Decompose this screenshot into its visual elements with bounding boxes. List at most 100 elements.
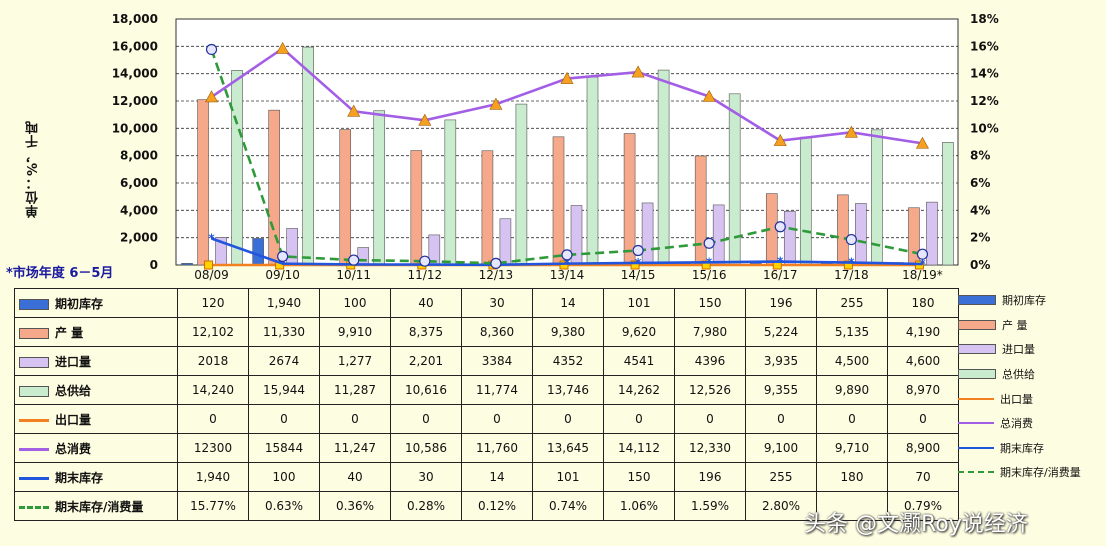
point-s7: * <box>564 257 571 271</box>
right-tick-label: 4% <box>970 203 990 217</box>
bar-s1 <box>181 263 193 266</box>
bar-s4 <box>515 103 528 266</box>
left-tick-label: 6,000 <box>120 176 158 190</box>
table-cell: 14,240 <box>177 375 249 405</box>
point-s5 <box>843 260 853 270</box>
table-cell: 0 <box>461 404 533 434</box>
point-s6 <box>489 97 503 110</box>
x-axis-label: *市场年度 6－5月 <box>6 266 114 281</box>
table-row-s5: 出口量 0 0 0 0 0 0 0 0 0 0 0 <box>14 404 959 434</box>
bar-s2 <box>623 133 636 266</box>
table-cell: 4396 <box>674 346 746 376</box>
table-cell: 100 <box>248 462 320 492</box>
table-cell: 13,645 <box>532 433 604 463</box>
x-tick-label: 08/09 <box>194 268 229 282</box>
point-s5 <box>204 260 214 270</box>
table-cell: 0 <box>319 404 391 434</box>
legend-swatch-s3 <box>958 344 996 355</box>
swatch-s8 <box>19 505 49 509</box>
legend-label: 出口量 <box>1000 392 1033 406</box>
row-label: 总供给 <box>14 375 178 405</box>
table-cell: 13,746 <box>532 375 604 405</box>
table-row-s4: 总供给 14,240 15,944 11,287 10,616 11,774 13,746 1… <box>14 375 959 405</box>
table-cell: 0.74% <box>532 491 604 521</box>
row-label-text: 出口量 <box>55 412 92 427</box>
table-cell: 15.77% <box>177 491 249 521</box>
table-row-s6: 总消费 12300 15844 11,247 10,586 11,760 13,645 14,… <box>14 433 959 463</box>
x-tick-label: 10/11 <box>336 268 371 282</box>
table-cell: 180 <box>816 462 888 492</box>
table-cell: 9,710 <box>816 433 888 463</box>
table-cell: 3384 <box>461 346 533 376</box>
point-s8 <box>277 250 289 262</box>
x-tick-label: 16/17 <box>763 268 798 282</box>
table-cell: 0 <box>603 404 675 434</box>
point-s6 <box>418 113 432 126</box>
table-cell: 2018 <box>177 346 249 376</box>
point-s7: * <box>919 257 926 271</box>
table-row-s3: 进口量 2018 2674 1,277 2,201 3384 4352 4541 4396 3,9… <box>14 346 959 376</box>
table-cell: 0 <box>816 404 888 434</box>
bar-s4 <box>302 46 314 266</box>
point-s8 <box>348 254 360 266</box>
table-cell: 4,190 <box>887 317 959 347</box>
row-label-text: 期初库存 <box>55 296 104 311</box>
legend-item-s6: 总消费 <box>958 411 1098 436</box>
watermark: 头条 @文灏Roy说经济 <box>804 512 1028 537</box>
table-cell: 150 <box>674 288 746 318</box>
point-s8 <box>632 244 644 257</box>
bar-s4 <box>657 69 670 266</box>
legend-swatch-s6 <box>958 422 994 425</box>
table-cell: 4541 <box>603 346 675 376</box>
bar-s4 <box>231 70 243 266</box>
row-label-text: 产 量 <box>55 325 84 340</box>
bar-s2 <box>481 150 494 266</box>
table-cell: 11,247 <box>319 433 391 463</box>
swatch-s4 <box>19 385 49 397</box>
point-s7: * <box>208 231 215 245</box>
x-tick-label: 18/19* <box>902 268 943 282</box>
table-cell: 12,102 <box>177 317 249 347</box>
point-s8 <box>774 221 786 233</box>
table-cell: 0 <box>248 404 320 434</box>
right-tick-label: 0% <box>970 258 990 272</box>
legend-label: 产 量 <box>1002 318 1028 332</box>
point-s6 <box>276 41 290 54</box>
table-cell: 4,600 <box>887 346 959 376</box>
x-tick-label: 09/10 <box>265 268 300 282</box>
bar-s2 <box>694 155 707 266</box>
legend-swatch-s5 <box>958 397 994 400</box>
swatch-s1 <box>19 298 49 310</box>
row-label-text: 总消费 <box>55 441 92 456</box>
bar-s4 <box>942 142 954 266</box>
legend-label: 期初库存 <box>1002 294 1046 308</box>
table-cell: 180 <box>887 288 959 318</box>
table-cell: 8,900 <box>887 433 959 463</box>
point-s7: * <box>706 255 713 269</box>
legend-swatch-s1 <box>958 295 996 306</box>
table-cell: 0 <box>745 404 817 434</box>
table-cell: 100 <box>319 288 391 318</box>
row-label: 产 量 <box>14 317 178 347</box>
table-cell: 9,890 <box>816 375 888 405</box>
table-cell: 14,112 <box>603 433 675 463</box>
table-cell: 10,616 <box>390 375 462 405</box>
left-tick-label: 4,000 <box>120 203 158 217</box>
legend-label: 总消费 <box>1000 417 1033 431</box>
row-label: 出口量 <box>14 404 178 434</box>
table-row-s7: 期末库存 1,940 100 40 30 14 101 150 196 255 180 70 <box>14 462 959 492</box>
x-tick-label: 15/16 <box>692 268 727 282</box>
point-s6 <box>702 89 716 102</box>
row-label: 总消费 <box>14 433 178 463</box>
point-s8 <box>419 255 431 267</box>
bar-s2 <box>410 150 423 266</box>
left-tick-label: 0 <box>150 258 158 272</box>
table-cell: 0 <box>532 404 604 434</box>
x-tick-label: 13/14 <box>550 268 585 282</box>
point-s7: * <box>848 256 855 270</box>
bar-s4 <box>373 110 386 266</box>
y-axis-label: 单位：%，千吨 <box>26 120 41 219</box>
left-tick-label: 10,000 <box>112 121 158 135</box>
table-cell: 40 <box>390 288 462 318</box>
bar-s3 <box>286 228 298 266</box>
